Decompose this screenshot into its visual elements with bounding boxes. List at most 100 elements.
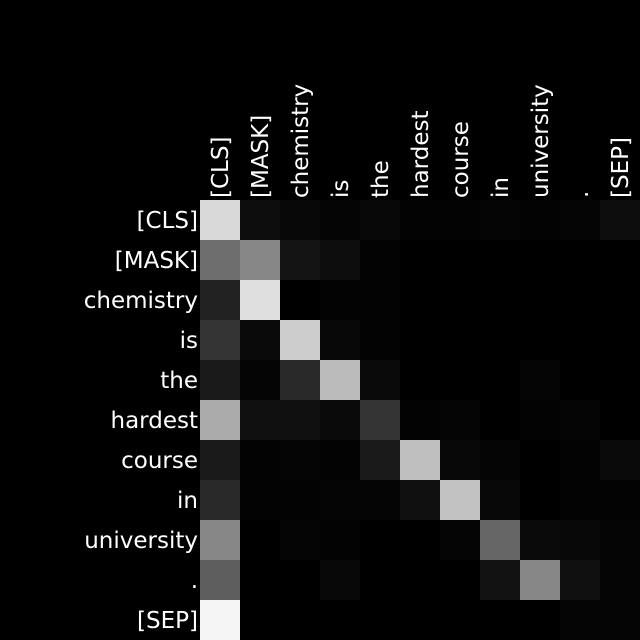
y-tick-label: [CLS] [137, 208, 198, 234]
heatmap-cell-1-4 [360, 240, 400, 280]
heatmap-cell-4-6 [440, 360, 480, 400]
heatmap-cell-3-1 [240, 320, 280, 360]
heatmap-cell-8-2 [280, 520, 320, 560]
heatmap-cell-5-7 [480, 400, 520, 440]
heatmap-cell-5-1 [240, 400, 280, 440]
heatmap-cell-7-10 [600, 480, 640, 520]
y-tick-label: university [84, 528, 198, 554]
heatmap-cell-6-2 [280, 440, 320, 480]
heatmap-cell-6-9 [560, 440, 600, 480]
heatmap-cell-2-3 [320, 280, 360, 320]
heatmap-cell-9-8 [520, 560, 560, 600]
heatmap-cell-9-3 [320, 560, 360, 600]
heatmap-cell-8-0 [200, 520, 240, 560]
heatmap-cell-5-5 [400, 400, 440, 440]
heatmap-cell-5-2 [280, 400, 320, 440]
y-tick-label: course [121, 448, 198, 474]
heatmap-cell-0-0 [200, 200, 240, 240]
heatmap-cell-1-9 [560, 240, 600, 280]
heatmap-cell-9-1 [240, 560, 280, 600]
heatmap-cell-5-9 [560, 400, 600, 440]
heatmap-cell-5-10 [600, 400, 640, 440]
heatmap-cell-4-8 [520, 360, 560, 400]
heatmap-cell-10-9 [560, 600, 600, 640]
heatmap-cell-1-8 [520, 240, 560, 280]
y-tick-label: hardest [111, 408, 198, 434]
heatmap-cell-7-3 [320, 480, 360, 520]
heatmap-cell-1-0 [200, 240, 240, 280]
heatmap-cell-7-9 [560, 480, 600, 520]
heatmap-cell-1-3 [320, 240, 360, 280]
heatmap-cell-3-5 [400, 320, 440, 360]
heatmap-cell-10-8 [520, 600, 560, 640]
x-tick-label: university [528, 84, 554, 198]
heatmap-cell-8-3 [320, 520, 360, 560]
heatmap-cell-8-1 [240, 520, 280, 560]
heatmap-cell-10-1 [240, 600, 280, 640]
heatmap-cell-8-5 [400, 520, 440, 560]
heatmap-cell-1-2 [280, 240, 320, 280]
heatmap-cells [200, 200, 640, 640]
heatmap-cell-2-1 [240, 280, 280, 320]
heatmap-cell-7-0 [200, 480, 240, 520]
heatmap-cell-3-7 [480, 320, 520, 360]
heatmap-cell-4-1 [240, 360, 280, 400]
heatmap-cell-10-0 [200, 600, 240, 640]
heatmap-cell-6-6 [440, 440, 480, 480]
x-tick-label: [SEP] [608, 137, 634, 198]
heatmap-cell-0-3 [320, 200, 360, 240]
heatmap-cell-3-3 [320, 320, 360, 360]
heatmap-cell-6-0 [200, 440, 240, 480]
heatmap-cell-8-9 [560, 520, 600, 560]
heatmap-cell-8-4 [360, 520, 400, 560]
heatmap-cell-7-6 [440, 480, 480, 520]
y-tick-label: [SEP] [137, 608, 198, 634]
heatmap-cell-9-6 [440, 560, 480, 600]
heatmap-cell-7-5 [400, 480, 440, 520]
heatmap-cell-3-8 [520, 320, 560, 360]
heatmap-cell-8-6 [440, 520, 480, 560]
heatmap-cell-5-0 [200, 400, 240, 440]
heatmap-cell-9-9 [560, 560, 600, 600]
heatmap-cell-5-6 [440, 400, 480, 440]
heatmap-cell-0-4 [360, 200, 400, 240]
heatmap-cell-1-7 [480, 240, 520, 280]
heatmap-cell-6-7 [480, 440, 520, 480]
heatmap-cell-7-2 [280, 480, 320, 520]
heatmap-cell-6-1 [240, 440, 280, 480]
x-tick-label: hardest [408, 111, 434, 198]
heatmap-cell-4-7 [480, 360, 520, 400]
heatmap-cell-2-9 [560, 280, 600, 320]
heatmap-cell-7-4 [360, 480, 400, 520]
heatmap-cell-3-9 [560, 320, 600, 360]
heatmap-cell-2-7 [480, 280, 520, 320]
heatmap-cell-1-10 [600, 240, 640, 280]
heatmap-cell-9-10 [600, 560, 640, 600]
heatmap-cell-10-6 [440, 600, 480, 640]
heatmap-cell-0-6 [440, 200, 480, 240]
heatmap-cell-10-2 [280, 600, 320, 640]
heatmap-cell-0-7 [480, 200, 520, 240]
heatmap-cell-2-4 [360, 280, 400, 320]
heatmap-cell-0-1 [240, 200, 280, 240]
y-tick-label: chemistry [84, 288, 198, 314]
heatmap-cell-2-8 [520, 280, 560, 320]
heatmap-cell-3-6 [440, 320, 480, 360]
x-tick-labels: [CLS] [MASK] chemistry is the hardest course in… [208, 84, 634, 198]
heatmap-cell-1-1 [240, 240, 280, 280]
heatmap-cell-8-7 [480, 520, 520, 560]
heatmap-cell-7-7 [480, 480, 520, 520]
x-tick-label: the [368, 160, 394, 198]
heatmap-cell-4-5 [400, 360, 440, 400]
heatmap-cell-7-8 [520, 480, 560, 520]
heatmap-cell-8-8 [520, 520, 560, 560]
x-tick-label: . [568, 191, 594, 198]
heatmap-cell-9-4 [360, 560, 400, 600]
heatmap-cell-4-4 [360, 360, 400, 400]
heatmap-cell-6-5 [400, 440, 440, 480]
heatmap-cell-4-2 [280, 360, 320, 400]
heatmap-cell-3-0 [200, 320, 240, 360]
x-tick-label: chemistry [288, 84, 314, 198]
heatmap-cell-8-10 [600, 520, 640, 560]
